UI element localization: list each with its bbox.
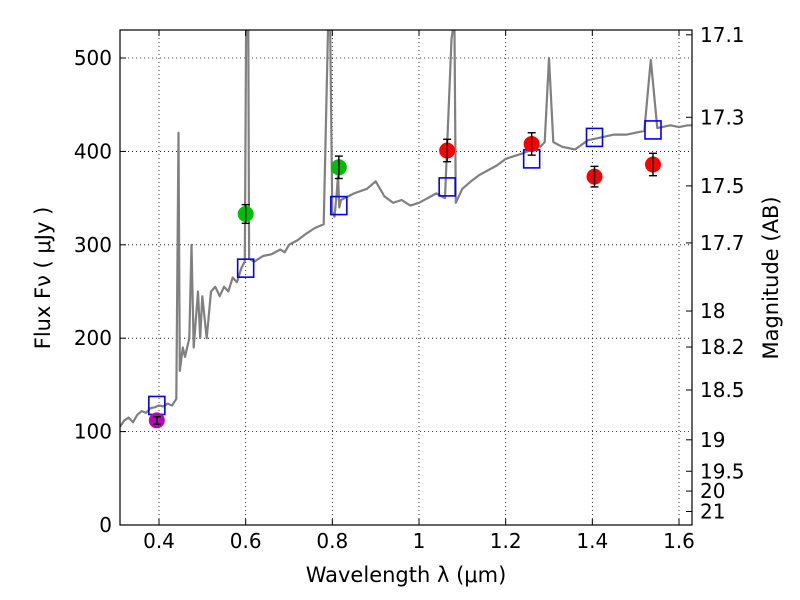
model-photometry-square xyxy=(330,195,348,216)
x-tick-label: 0.4 xyxy=(143,529,175,553)
x-tick-label: 1.2 xyxy=(490,529,522,553)
y-axis-label-left: Flux Fν ( μJy ) xyxy=(31,207,55,350)
spectrum-line xyxy=(120,30,692,428)
y-tick-label: 100 xyxy=(74,420,112,444)
y-axis-label-right: Magnitude (AB) xyxy=(759,196,783,359)
x-axis-label: Wavelength λ (μm) xyxy=(306,563,507,587)
model-photometry-square xyxy=(236,258,255,278)
x-tick-label: 0.6 xyxy=(230,529,262,553)
x-tick-label: 1.6 xyxy=(663,529,695,553)
x-tick-label: 1.4 xyxy=(576,529,608,553)
model-photometry-square xyxy=(644,120,662,140)
grid xyxy=(120,30,692,526)
right-tick-label: 17.3 xyxy=(700,105,745,129)
plot-frame xyxy=(119,29,693,526)
right-tick-label: 19 xyxy=(700,428,725,452)
y-tick-label: 500 xyxy=(74,46,112,70)
right-tick-label: 20 xyxy=(700,479,725,503)
right-tick-label: 18 xyxy=(700,299,725,323)
model-photometry-square xyxy=(438,177,456,197)
right-tick-label: 17.7 xyxy=(700,231,745,255)
y-tick-label: 200 xyxy=(74,326,112,350)
right-tick-label: 18.5 xyxy=(700,378,745,402)
right-tick-label: 17.1 xyxy=(700,23,745,47)
right-tick-label: 17.5 xyxy=(700,174,745,198)
y-tick-label: 0 xyxy=(99,513,112,537)
right-tick-label: 19.5 xyxy=(700,459,745,483)
y-tick-label: 400 xyxy=(74,139,112,163)
x-tick-label: 1 xyxy=(413,529,426,553)
right-tick-label: 18.2 xyxy=(700,335,745,359)
axis-ticks: 0.4 0.6 0.8 1 1.2 1.4 1.6 0 100 200 300 400 500 17.1 1… xyxy=(74,23,745,553)
x-tick-label: 0.8 xyxy=(316,529,348,553)
right-tick-label: 21 xyxy=(700,499,725,523)
plot-area xyxy=(120,30,692,429)
model-photometry-square xyxy=(585,127,604,148)
y-tick-label: 300 xyxy=(74,233,112,257)
